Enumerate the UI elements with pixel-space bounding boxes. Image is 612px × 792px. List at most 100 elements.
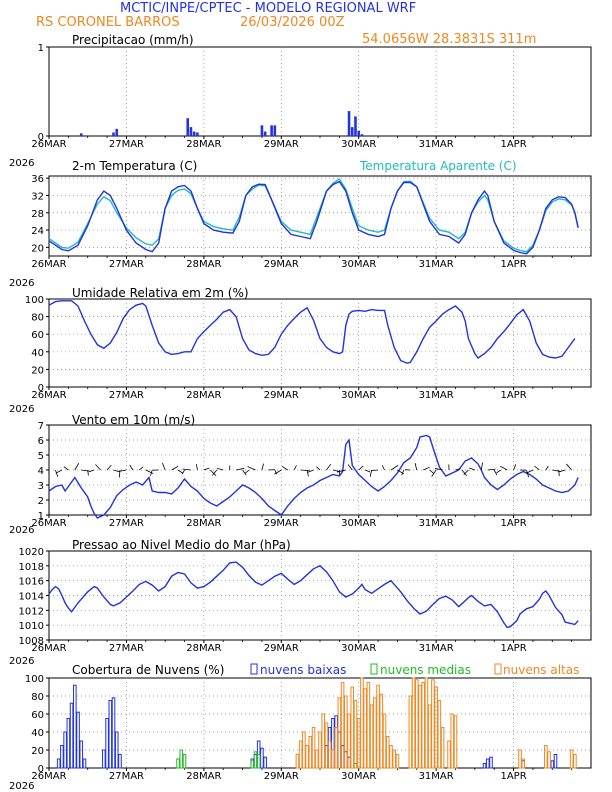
x-tick-label: 31MAR [419, 643, 454, 654]
wind-arrow [63, 466, 69, 471]
cloud-low-bar [69, 702, 74, 769]
header-coordinates: 54.0656W 28.3831S 311m [362, 32, 536, 47]
cloud-legend: nuvens baixas nuvens medias nuvens altas [250, 663, 579, 677]
x-tick-label: 31MAR [419, 139, 454, 150]
cloud-mid-bar [253, 751, 258, 769]
wind-arrow [113, 469, 120, 473]
cloud-high-bar [295, 754, 300, 769]
precip-bar [263, 131, 267, 136]
precip-bar [347, 111, 351, 136]
x-tick-label: 28MAR [186, 518, 221, 529]
precip-year-label: 2026 [9, 158, 34, 169]
precip-bar [350, 127, 354, 136]
y-tick-label: 0 [38, 764, 44, 775]
cloud-high-bar [421, 682, 426, 769]
panel-precipitation: Precipitacao (mm/h) 26MAR 27MAR 28MAR 29MAR… [9, 33, 592, 169]
legend-high-label: nuvens altas [503, 663, 579, 677]
wind-arrow [216, 467, 224, 471]
y-tick-label: 1018 [19, 562, 44, 573]
wind-arrow [181, 469, 185, 475]
precip-bar [192, 131, 196, 136]
wind-arrow [480, 462, 483, 471]
cloud-mid-bar [179, 749, 184, 769]
wind-arrow [337, 469, 346, 473]
y-tick-label: 100 [25, 295, 44, 306]
legend-low-label: nuvens baixas [260, 663, 346, 677]
wind-arrow [150, 469, 153, 476]
wind-arrow [244, 469, 250, 474]
wind-arrow [455, 468, 461, 471]
wind-arrow [281, 465, 288, 471]
x-tick-label: 28MAR [186, 643, 221, 654]
precip-bar [499, 135, 502, 136]
x-tick-label: 26MAR [31, 390, 66, 401]
cloud-high-bar [395, 754, 400, 769]
wind-arrow [129, 464, 134, 471]
y-tick-label: 60 [31, 330, 44, 341]
precip-bar [186, 118, 190, 136]
x-tick-label: 31MAR [419, 771, 454, 782]
wind-arrow [261, 463, 264, 471]
wind-arrow [212, 469, 218, 476]
cloud-low-bar [73, 684, 77, 769]
x-tick-label: 27MAR [109, 259, 144, 270]
y-tick-label: 1014 [19, 592, 44, 603]
cloud-low-bar [60, 745, 64, 769]
wind-arrow [307, 469, 314, 473]
y-tick-label: 3 [38, 481, 44, 492]
cloud-low-bar [489, 756, 493, 769]
cloud-low-bar [76, 711, 80, 769]
wind-arrow [89, 469, 95, 473]
precip-bar [79, 133, 83, 136]
series-line-temperatura-aparente [48, 178, 579, 253]
cloud-low-bar [79, 740, 84, 769]
wind-arrow [469, 467, 475, 471]
header-model-title: MCTIC/INPE/CPTEC - MODELO REGIONAL WRF [120, 1, 416, 16]
y-tick-label: 1 [38, 511, 44, 522]
y-tick-label: 0 [38, 383, 44, 394]
wind-arrow [300, 469, 310, 472]
wind-arrow [493, 469, 498, 476]
y-tick-label: 80 [31, 692, 44, 703]
y-tick-label: 100 [25, 674, 44, 685]
cloud-low-bar [553, 754, 558, 769]
x-tick-label: 30MAR [341, 139, 376, 150]
cloud-low-bar [63, 731, 67, 769]
x-tick-label: 29MAR [264, 518, 299, 529]
wind-arrow [526, 469, 534, 474]
pressure-year-label: 2026 [9, 656, 34, 667]
x-tick-label: 26MAR [31, 139, 66, 150]
series-line-umidade [48, 300, 576, 364]
wind-arrow [274, 469, 282, 475]
cloud-low-bar [105, 718, 109, 769]
cloud-high-bar [360, 677, 364, 769]
wind-arrow [118, 469, 127, 472]
wind-arrow [431, 469, 437, 477]
wind-arrow [55, 469, 59, 477]
wind-arrow [274, 469, 278, 475]
cloud-high-bar [379, 693, 384, 769]
apparent-temperature-legend: Temperatura Aparente (C) [359, 159, 517, 173]
x-tick-label: 31MAR [419, 390, 454, 401]
wind-arrow [414, 463, 418, 471]
y-tick-label: 1020 [19, 547, 44, 558]
cloud-low-bar [260, 747, 264, 769]
wind-arrow [161, 462, 166, 471]
x-tick-label: 30MAR [341, 259, 376, 270]
wind-arrow [306, 469, 309, 477]
precip-bar [270, 125, 273, 136]
x-tick-label: 26MAR [31, 643, 66, 654]
x-tick-label: 30MAR [341, 518, 376, 529]
cloud-high-bar [518, 749, 522, 769]
wind-arrow [558, 469, 560, 477]
y-tick-label: 1008 [19, 636, 44, 647]
cloud-high-bar [308, 736, 313, 769]
precip-bar [112, 132, 115, 136]
cloud-low-bar [485, 758, 490, 769]
header-location: RS CORONEL BARROS [36, 15, 180, 30]
cloud-high-bar [311, 727, 316, 769]
y-tick-label: 20 [31, 746, 44, 757]
wind-arrow [381, 465, 385, 471]
cloud-low-bar [263, 756, 267, 769]
cloud-low-bar [550, 760, 555, 769]
